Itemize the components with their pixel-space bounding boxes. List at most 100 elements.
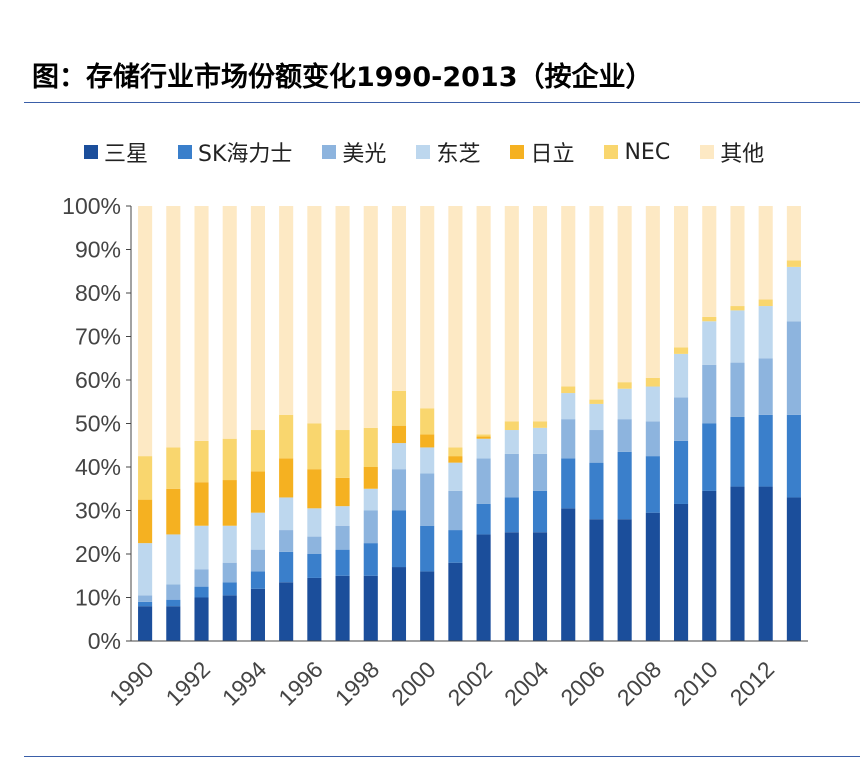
bar-segment <box>138 456 153 500</box>
x-tick-label: 1994 <box>217 656 272 711</box>
bar-segment <box>194 440 209 483</box>
bar-segment <box>645 206 660 378</box>
legend-swatch <box>700 145 715 159</box>
bar-segment <box>758 414 773 487</box>
legend-swatch <box>178 145 193 159</box>
bar-segment <box>589 519 604 641</box>
bar-segment <box>363 427 378 467</box>
bar-segment <box>391 443 407 470</box>
bar-segment <box>786 266 801 322</box>
bar-segment <box>730 306 745 311</box>
bar-segment <box>730 310 745 363</box>
bar-segment <box>758 358 773 415</box>
bar-segment <box>786 321 801 415</box>
bar-stack <box>589 206 604 641</box>
bar-stack <box>420 206 435 641</box>
bar-segment <box>448 462 463 491</box>
bar-segment <box>702 316 717 322</box>
bar-segment <box>532 453 548 491</box>
bar-segment <box>250 471 265 513</box>
bar-segment <box>138 206 153 457</box>
bar-segment <box>335 549 350 576</box>
bar-segment <box>194 482 209 526</box>
bar-segment <box>448 206 463 448</box>
legend-swatch <box>604 145 619 159</box>
bar-segment <box>674 353 689 398</box>
bar-segment <box>617 451 632 520</box>
bar-segment <box>645 421 660 457</box>
x-tick-label: 2000 <box>386 656 441 711</box>
bar-segment <box>645 512 660 641</box>
bar-segment <box>476 534 491 641</box>
bar-segment <box>166 599 181 607</box>
bar-stack <box>617 206 632 641</box>
bar-segment <box>617 382 632 389</box>
bar-segment <box>363 488 378 511</box>
bar-segment <box>786 497 801 641</box>
bar-segment <box>391 567 407 641</box>
legend-label: SK海力士 <box>198 142 293 167</box>
bar-segment <box>674 347 689 354</box>
bar-segment <box>279 582 294 641</box>
bar-segment <box>532 427 548 454</box>
bar-segment <box>420 408 435 435</box>
bar-segment <box>363 510 378 544</box>
bar-segment <box>645 377 660 387</box>
y-tick-label: 10% <box>75 585 121 611</box>
legend-swatch <box>322 145 337 159</box>
bar-segment <box>476 436 491 439</box>
legend-item: 三星 <box>84 136 148 168</box>
legend-swatch <box>84 145 98 159</box>
bar-segment <box>420 571 435 641</box>
bar-stack <box>532 206 548 641</box>
bar-segment <box>702 364 717 424</box>
bar-segment <box>194 597 209 641</box>
bar-segment <box>448 490 463 531</box>
bar-stack <box>702 206 717 641</box>
bar-segment <box>222 525 237 563</box>
bar-segment <box>730 486 745 641</box>
bar-segment <box>222 562 237 583</box>
bar-segment <box>138 595 153 602</box>
bar-segment <box>166 488 181 535</box>
legend-label: 日立 <box>530 142 575 167</box>
bar-segment <box>307 554 322 578</box>
bar-segment <box>335 477 350 507</box>
legend-label: 其他 <box>720 142 765 167</box>
bar-segment <box>702 423 717 491</box>
bar-segment <box>448 562 463 641</box>
bar-segment <box>279 497 294 531</box>
header-rule <box>24 102 860 103</box>
x-tick-label: 1992 <box>160 656 215 711</box>
legend-item: 东芝 <box>416 136 480 168</box>
x-tick-label: 2008 <box>612 656 667 711</box>
bar-stack <box>335 206 350 641</box>
bar-segment <box>307 206 322 424</box>
bar-segment <box>138 499 153 544</box>
bar-segment <box>758 486 773 641</box>
y-tick-label: 90% <box>75 237 121 263</box>
bar-segment <box>420 525 435 572</box>
bar-segment <box>674 440 689 504</box>
bar-segment <box>250 549 265 572</box>
bar-segment <box>222 582 237 596</box>
bar-segment <box>730 206 745 307</box>
legend-label: NEC <box>624 139 671 165</box>
bar-segment <box>307 536 322 554</box>
bar-segment <box>279 206 294 415</box>
bar-segment <box>730 416 745 487</box>
bar-segment <box>420 473 435 526</box>
bar-segment <box>758 206 773 300</box>
legend-item: NEC <box>604 140 670 165</box>
x-tick-label: 1998 <box>330 656 385 711</box>
bar-segment <box>645 386 660 422</box>
legend-swatch <box>510 145 525 159</box>
bar-segment <box>307 577 322 641</box>
bar-segment <box>194 525 209 570</box>
bar-segment <box>504 206 519 422</box>
bar-segment <box>222 206 237 439</box>
bar-segment <box>504 430 519 454</box>
bar-segment <box>420 206 435 409</box>
bar-segment <box>589 403 604 431</box>
